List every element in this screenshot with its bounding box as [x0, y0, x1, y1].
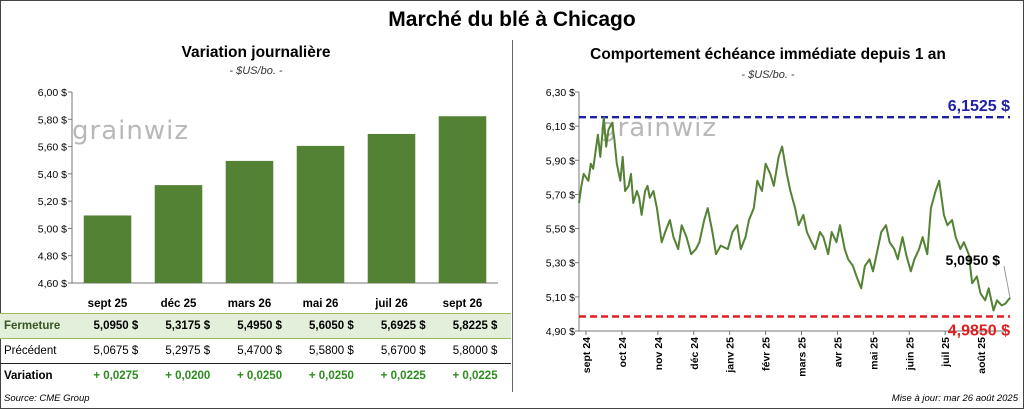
table-cell: + 0,0275 — [93, 370, 139, 382]
x-tick-label: mars 26 — [228, 298, 271, 310]
table-row-variation: Variation + 0,0275 + 0,0200 + 0,0250 + 0… — [0, 364, 511, 389]
right-subtitle: Comportement échéance immédiate depuis 1… — [590, 46, 946, 63]
x-tick-label: oct 24 — [617, 337, 629, 368]
table-cell: 5,6700 $ — [367, 338, 440, 364]
update-note: Mise à jour: mar 26 août 2025 — [891, 393, 1018, 404]
source-note: Source: CME Group — [4, 393, 90, 404]
table-cell: 5,0675 $ — [80, 338, 152, 364]
x-tick-label: déc 25 — [161, 298, 197, 310]
row-label: Précédent — [0, 338, 80, 364]
y-tick-label: 6,10 $ — [546, 121, 575, 133]
table-cell: 5,6925 $ — [367, 313, 440, 339]
y-tick-label: 5,30 $ — [546, 258, 575, 270]
x-tick-label: sept 24 — [581, 337, 593, 373]
x-tick-label: déc 24 — [689, 337, 701, 370]
y-tick-label: 5,90 $ — [546, 155, 575, 167]
bar — [296, 145, 345, 283]
panel-divider — [512, 40, 513, 392]
y-tick-label: 5,00 $ — [38, 223, 67, 235]
table-cell: 5,8225 $ — [439, 313, 511, 339]
x-tick-label: mars 25 — [797, 337, 809, 377]
table-cell: + 0,0250 — [308, 370, 354, 382]
table-cell: + 0,0225 — [380, 370, 426, 382]
bar — [225, 160, 274, 283]
x-tick-label: janv 25 — [725, 337, 737, 374]
table-cell: 5,6050 $ — [295, 313, 368, 339]
last-value-label: 5,0950 $ — [946, 252, 1001, 268]
price-series-line — [578, 116, 1011, 312]
x-tick-label: sept 25 — [88, 298, 128, 310]
table-row-previous: Précédent 5,0675 $ 5,2975 $ 5,4700 $ 5,5… — [0, 338, 511, 364]
bar — [83, 215, 132, 283]
main-title: Marché du blé à Chicago — [388, 8, 636, 31]
x-tick-label: sept 26 — [443, 298, 483, 310]
y-tick-label: 4,60 $ — [38, 278, 67, 290]
left-watermark: grainwiz — [72, 116, 189, 146]
x-tick-label: juil 25 — [940, 337, 952, 368]
y-tick-label: 5,20 $ — [38, 196, 67, 208]
row-label: Variation — [4, 370, 53, 382]
table-cell: 5,5800 $ — [295, 338, 368, 364]
x-tick-label: juin 25 — [904, 337, 916, 371]
x-tick-label: nov 24 — [653, 337, 665, 370]
x-tick-label: août 25 — [976, 337, 988, 374]
x-tick-label: mai 25 — [868, 337, 880, 370]
left-subtitle: Variation journalière — [181, 44, 331, 61]
table-cell: 5,4700 $ — [223, 338, 296, 364]
bar — [367, 133, 416, 283]
high-label: 6,1525 $ — [948, 98, 1010, 115]
y-tick-label: 5,80 $ — [38, 114, 67, 126]
y-tick-label: 6,30 $ — [546, 87, 575, 99]
row-label: Fermeture — [0, 313, 80, 339]
y-tick-label: 5,50 $ — [546, 224, 575, 236]
table-cell: 5,4950 $ — [223, 313, 296, 339]
table-cell: + 0,0250 — [237, 370, 283, 382]
table-row-close: Fermeture 5,0950 $ 5,3175 $ 5,4950 $ 5,6… — [0, 313, 511, 339]
line-chart: 4,90 $ 5,10 $ 5,30 $ 5,50 $ 5,70 $ 5,90 $ 6,10… — [546, 87, 1011, 377]
table-cell: + 0,0225 — [452, 370, 498, 382]
low-label: 4,9850 $ — [948, 322, 1010, 339]
left-unit: - $US/bo. - — [229, 65, 283, 77]
bar — [438, 116, 487, 284]
x-tick-label: juil 26 — [374, 298, 408, 310]
table-cell: 5,3175 $ — [151, 313, 224, 339]
table-cell: 5,8000 $ — [439, 338, 511, 364]
right-unit: - $US/bo. - — [741, 69, 795, 81]
y-tick-label: 5,10 $ — [546, 292, 575, 304]
y-tick-label: 5,40 $ — [38, 169, 67, 181]
y-tick-label: 4,80 $ — [38, 251, 67, 263]
y-tick-label: 4,90 $ — [546, 326, 575, 338]
y-tick-label: 5,70 $ — [546, 189, 575, 201]
y-tick-label: 5,60 $ — [38, 142, 67, 154]
y-tick-label: 6,00 $ — [38, 87, 67, 99]
last-value-leader — [1003, 265, 1011, 298]
bar — [154, 185, 203, 283]
table-cell: + 0,0200 — [165, 370, 211, 382]
table-cell: 5,2975 $ — [151, 338, 224, 364]
x-tick-label: avr 25 — [832, 337, 844, 368]
x-tick-label: mai 26 — [303, 298, 339, 310]
values-table: Fermeture 5,0950 $ 5,3175 $ 5,4950 $ 5,6… — [0, 313, 511, 388]
bar-chart: 4,60 $ 4,80 $ 5,00 $ 5,20 $ 5,40 $ 5,60 $ 5,80… — [38, 87, 498, 310]
x-tick-label: févr 25 — [761, 337, 773, 371]
table-cell: 5,0950 $ — [80, 313, 152, 339]
